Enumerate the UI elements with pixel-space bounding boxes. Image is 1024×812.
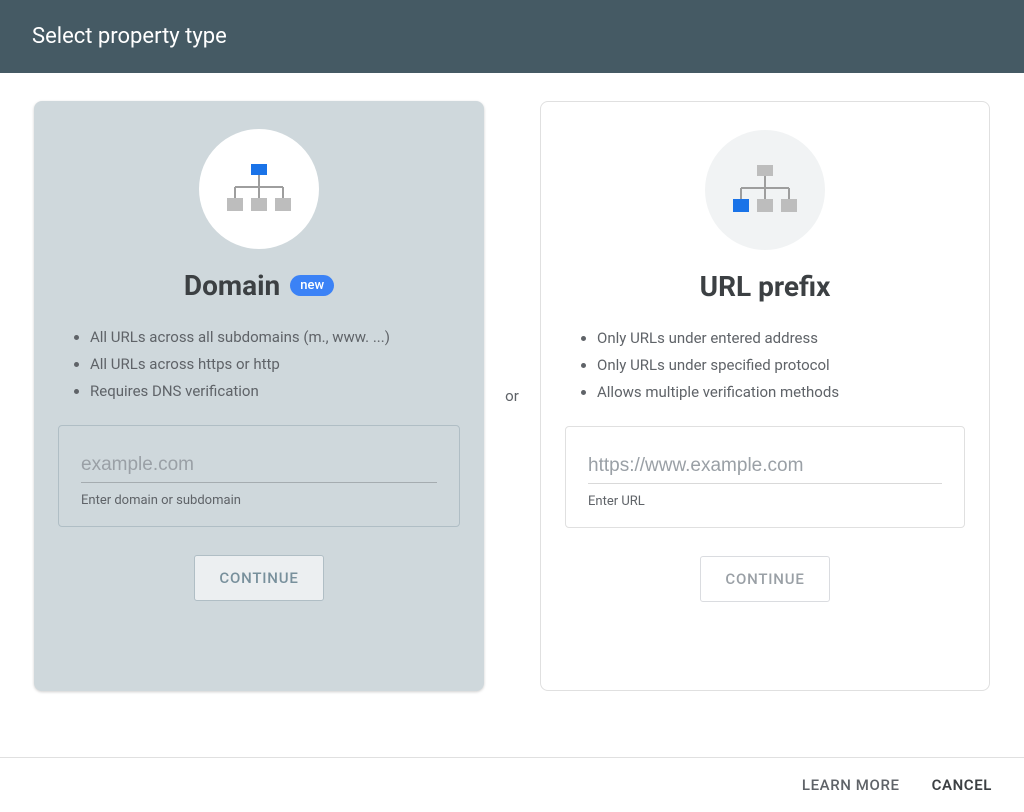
domain-continue-button[interactable]: CONTINUE (194, 555, 323, 601)
url-title: URL prefix (700, 270, 831, 303)
domain-bullet: All URLs across all subdomains (m., www.… (90, 324, 452, 351)
url-icon-circle (705, 130, 825, 250)
dialog-title: Select property type (32, 24, 227, 49)
learn-more-button[interactable]: LEARN MORE (802, 776, 900, 794)
card-url-prefix[interactable]: URL prefix Only URLs under entered addre… (540, 101, 990, 691)
dialog-footer: LEARN MORE CANCEL (0, 757, 1024, 812)
cancel-button[interactable]: CANCEL (932, 776, 992, 794)
domain-icon-circle (199, 129, 319, 249)
domain-title-row: Domain new (184, 269, 334, 302)
url-bullet: Only URLs under entered address (597, 325, 957, 352)
domain-bullet: All URLs across https or http (90, 351, 452, 378)
url-bullet: Only URLs under specified protocol (597, 352, 957, 379)
dialog-header: Select property type (0, 0, 1024, 73)
url-bullet: Allows multiple verification methods (597, 379, 957, 406)
url-input-box: Enter URL (565, 426, 965, 528)
domain-title: Domain (184, 269, 280, 302)
dialog-content: Domain new All URLs across all subdomain… (0, 73, 1024, 711)
hierarchy-domain-icon (224, 162, 294, 216)
domain-input[interactable] (81, 448, 437, 483)
url-title-row: URL prefix (700, 270, 831, 303)
domain-helper: Enter domain or subdomain (81, 493, 437, 508)
domain-bullets: All URLs across all subdomains (m., www.… (58, 324, 460, 405)
or-separator: or (484, 101, 540, 691)
new-badge: new (290, 275, 334, 297)
url-input[interactable] (588, 449, 942, 484)
url-continue-button[interactable]: CONTINUE (700, 556, 829, 602)
url-bullets: Only URLs under entered address Only URL… (565, 325, 965, 406)
hierarchy-url-icon (730, 163, 800, 217)
card-domain[interactable]: Domain new All URLs across all subdomain… (34, 101, 484, 691)
url-helper: Enter URL (588, 494, 942, 509)
domain-input-box: Enter domain or subdomain (58, 425, 460, 527)
domain-bullet: Requires DNS verification (90, 378, 452, 405)
